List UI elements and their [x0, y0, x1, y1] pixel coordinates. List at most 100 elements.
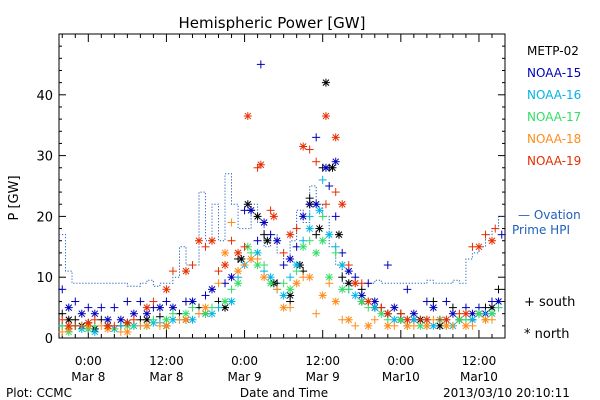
- noaa-19-north-point: [256, 160, 265, 169]
- timestamp: 2013/03/10 20:10:11: [443, 386, 570, 400]
- noaa-19-south-point: [321, 200, 330, 209]
- marker-stroke: [358, 298, 366, 305]
- noaa-15-south-point: [162, 297, 171, 306]
- noaa-15-north-point: [409, 309, 418, 318]
- marker-stroke: [488, 237, 496, 245]
- marker-stroke: [208, 310, 216, 318]
- noaa-15-south-point: [201, 291, 210, 300]
- noaa-18-north-point: [234, 267, 243, 276]
- marker-stroke: [436, 322, 444, 330]
- noaa-17-south-point: [494, 303, 503, 312]
- noaa-19-north-point: [299, 142, 308, 151]
- marker-stroke: [156, 304, 164, 311]
- noaa-17-south-point: [227, 285, 236, 294]
- noaa-19-south-point: [201, 242, 210, 251]
- noaa-19-north-point: [194, 236, 203, 245]
- metp-02-north-point: [334, 230, 343, 239]
- metp-02-south-point: [494, 285, 503, 294]
- marker-stroke: [182, 310, 190, 318]
- noaa-19-north-point: [487, 236, 496, 245]
- marker-stroke: [221, 261, 229, 269]
- noaa-19-north-point: [383, 309, 392, 318]
- marker-stroke: [475, 243, 483, 251]
- legend-entry-noaa-15: NOAA-15: [527, 66, 581, 80]
- legend-ovation-line2: Prime HPI: [512, 223, 570, 237]
- noaa-18-south-point: [370, 315, 379, 324]
- marker-stroke: [325, 231, 333, 238]
- noaa-18-north-point: [279, 303, 288, 312]
- marker-stroke: [390, 316, 398, 324]
- noaa-19-north-point: [162, 285, 171, 294]
- marker-stroke: [163, 286, 170, 293]
- noaa-15-south-point: [312, 133, 321, 142]
- metp-02-north-point: [253, 212, 262, 221]
- metp-02-north-point: [243, 200, 252, 209]
- noaa-19-south-point: [491, 224, 500, 233]
- marker-stroke: [488, 310, 496, 318]
- noaa-15-south-point: [497, 230, 506, 239]
- marker-stroke: [462, 310, 470, 318]
- noaa-19-north-point: [461, 309, 470, 318]
- marker-stroke: [417, 322, 424, 330]
- noaa-17-north-point: [318, 236, 327, 245]
- marker-stroke: [299, 143, 307, 150]
- marker-stroke: [260, 219, 268, 226]
- marker-stroke: [345, 279, 353, 287]
- marker-stroke: [371, 304, 379, 311]
- legend-marker-south: + south: [524, 295, 575, 310]
- noaa-18-north-point: [305, 273, 314, 282]
- y-tick-label: 40: [36, 89, 53, 104]
- noaa-19-south-point: [377, 303, 386, 312]
- noaa-16-south-point: [318, 175, 327, 184]
- marker-stroke: [234, 267, 242, 275]
- noaa-17-north-point: [286, 285, 295, 294]
- marker-stroke: [351, 292, 359, 299]
- noaa-19-north-point: [403, 315, 412, 324]
- marker-stroke: [299, 213, 307, 220]
- noaa-15-south-point: [442, 297, 451, 306]
- noaa-18-north-point: [123, 327, 132, 336]
- marker-stroke: [456, 316, 463, 324]
- marker-stroke: [430, 304, 437, 311]
- noaa-15-north-point: [208, 285, 217, 294]
- x-tick-date-label: Mar 8: [71, 370, 105, 384]
- marker-stroke: [390, 304, 398, 311]
- noaa-15-south-point: [325, 182, 334, 190]
- noaa-19-south-point: [58, 315, 67, 324]
- marker-stroke: [332, 134, 340, 141]
- legend-entry-noaa-17: NOAA-17: [527, 110, 581, 124]
- noaa-15-south-point: [253, 236, 262, 245]
- metp-02-north-point: [321, 78, 330, 87]
- marker-stroke: [260, 273, 268, 281]
- noaa-19-north-point: [442, 315, 451, 324]
- noaa-15-south-point: [110, 303, 119, 312]
- marker-stroke: [169, 304, 177, 311]
- marker-stroke: [286, 286, 294, 293]
- marker-stroke: [65, 316, 73, 324]
- y-tick-label: 20: [36, 210, 53, 225]
- x-tick-date-label: Mar 8: [149, 370, 183, 384]
- marker-stroke: [143, 316, 151, 324]
- legend-entry-noaa-16: NOAA-16: [527, 88, 581, 102]
- marker-stroke: [322, 164, 330, 172]
- marker-stroke: [202, 304, 209, 311]
- marker-stroke: [430, 322, 437, 330]
- noaa-17-south-point: [149, 315, 158, 324]
- metp-02-south-point: [338, 273, 347, 282]
- marker-stroke: [299, 243, 307, 251]
- x-axis-label: Date and Time: [240, 386, 328, 400]
- legend-ovation-line1: — Ovation: [518, 208, 581, 222]
- marker-stroke: [319, 237, 327, 245]
- noaa-15-south-point: [256, 60, 265, 69]
- noaa-15-north-point: [77, 309, 86, 318]
- marker-stroke: [247, 206, 255, 214]
- noaa-19-south-point: [312, 157, 321, 166]
- noaa-15-north-point: [312, 200, 321, 209]
- noaa-17-north-point: [338, 285, 347, 294]
- noaa-19-south-point: [90, 315, 99, 324]
- noaa-18-south-point: [273, 285, 282, 294]
- marker-stroke: [273, 237, 281, 245]
- marker-stroke: [254, 261, 261, 269]
- noaa-19-south-point: [168, 267, 177, 276]
- noaa-19-north-point: [422, 315, 431, 324]
